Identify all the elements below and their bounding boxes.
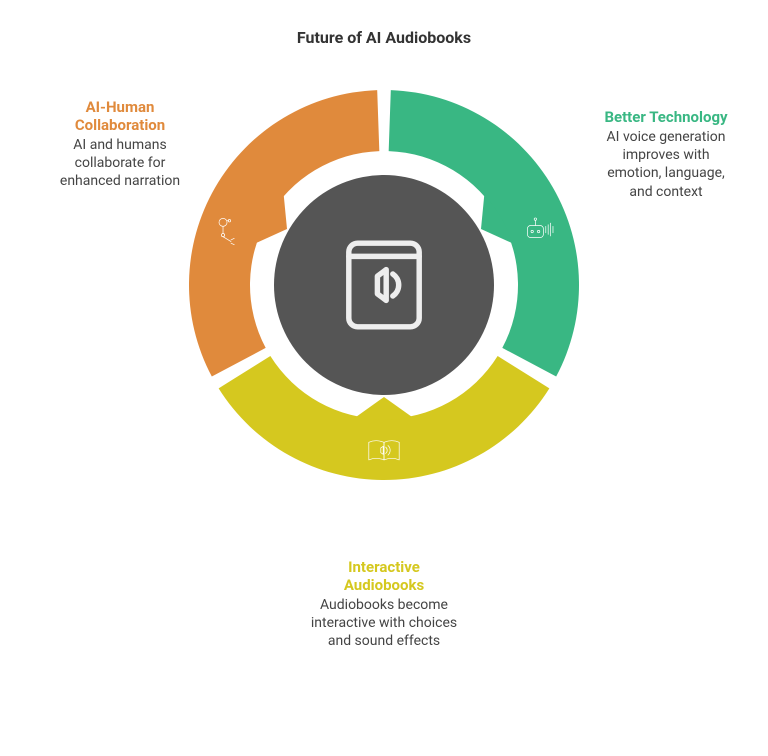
label-title: AI-Human Collaboration bbox=[50, 98, 190, 134]
ring-chart bbox=[189, 90, 579, 480]
label-body: Audiobooks become interactive with choic… bbox=[310, 596, 458, 651]
label-title: Interactive Audiobooks bbox=[310, 558, 458, 594]
label-title: Better Technology bbox=[596, 108, 736, 126]
label-body: AI voice generation improves with emotio… bbox=[596, 128, 736, 201]
label-interactive-audiobooks: Interactive AudiobooksAudiobooks become … bbox=[310, 558, 458, 651]
label-body: AI and humans collaborate for enhanced n… bbox=[50, 136, 190, 191]
label-ai-human-collaboration: AI-Human CollaborationAI and humans coll… bbox=[50, 98, 190, 191]
page-title: Future of AI Audiobooks bbox=[0, 28, 768, 47]
label-better-technology: Better Technology AI voice generation imp… bbox=[596, 108, 736, 201]
